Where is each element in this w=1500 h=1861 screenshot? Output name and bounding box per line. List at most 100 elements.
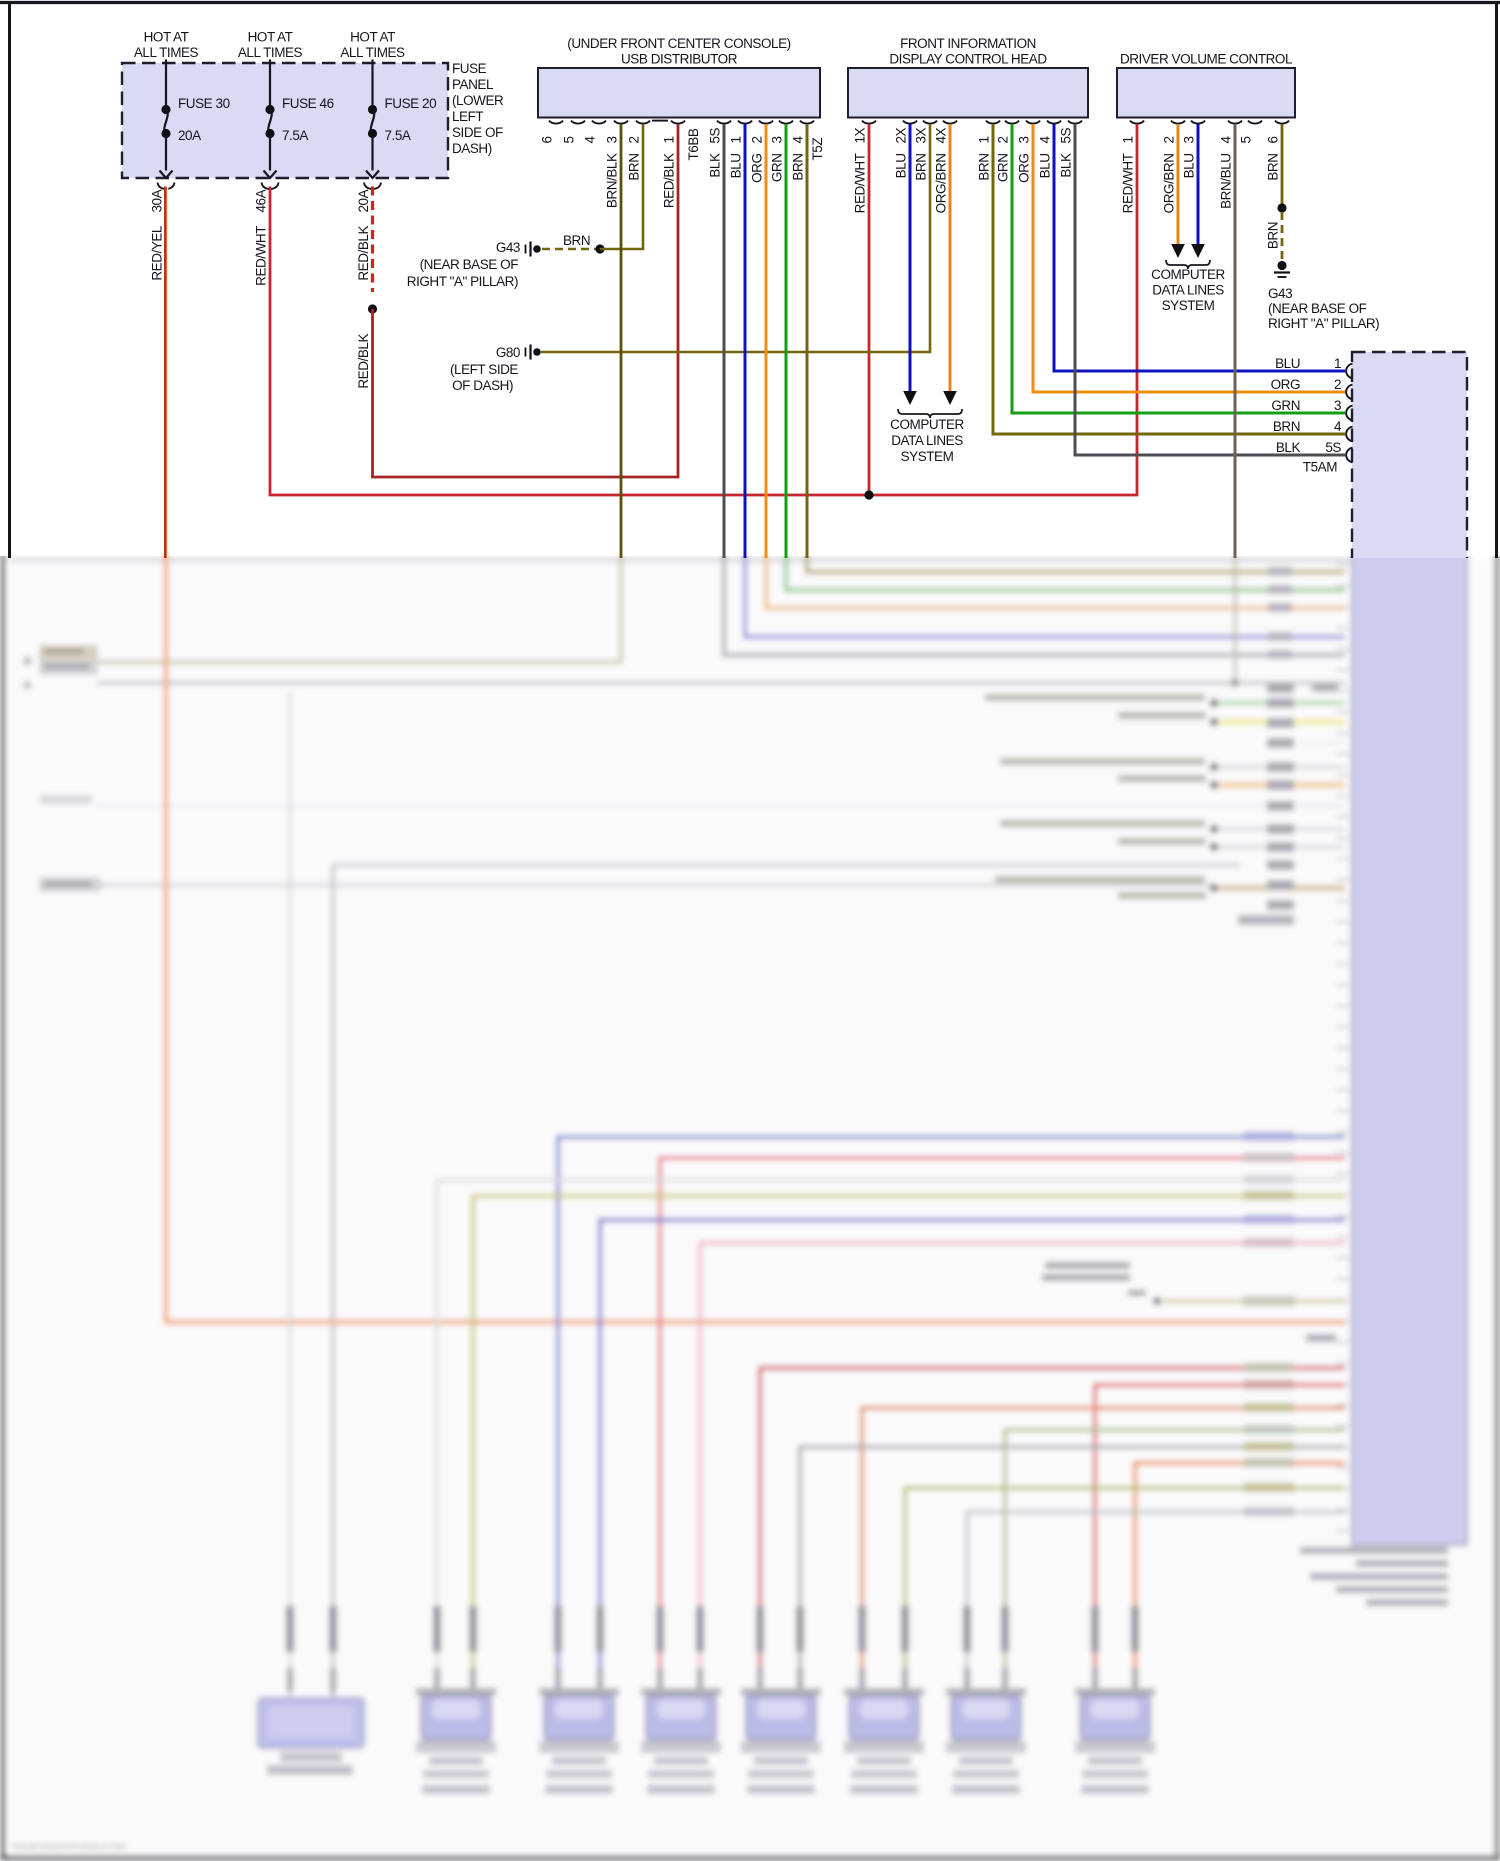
svg-text:G43: G43 bbox=[496, 240, 520, 255]
svg-text:BLU: BLU bbox=[1275, 356, 1300, 371]
svg-text:BLK: BLK bbox=[708, 153, 723, 178]
svg-text:20A: 20A bbox=[178, 128, 201, 143]
svg-text:DISPLAY CONTROL HEAD: DISPLAY CONTROL HEAD bbox=[889, 52, 1047, 67]
svg-text:FUSE 20: FUSE 20 bbox=[385, 96, 437, 111]
svg-text:(NEAR BASE OF: (NEAR BASE OF bbox=[1268, 301, 1367, 316]
svg-text:HOT AT: HOT AT bbox=[350, 30, 395, 45]
svg-text:BRN: BRN bbox=[914, 154, 929, 181]
svg-text:COMPUTER: COMPUTER bbox=[890, 417, 964, 432]
svg-text:1: 1 bbox=[662, 136, 677, 143]
svg-text:DATA LINES: DATA LINES bbox=[891, 433, 963, 448]
svg-text:T5Z: T5Z bbox=[810, 138, 825, 161]
svg-text:RIGHT "A" PILLAR): RIGHT "A" PILLAR) bbox=[407, 274, 518, 289]
svg-text:ORG/BRN: ORG/BRN bbox=[934, 154, 949, 214]
svg-text:ORG: ORG bbox=[1271, 377, 1300, 392]
svg-text:DASH): DASH) bbox=[452, 141, 492, 156]
svg-text:BRN: BRN bbox=[977, 154, 992, 181]
svg-text:RED/WHT: RED/WHT bbox=[1121, 153, 1136, 213]
svg-text:RED/WHT: RED/WHT bbox=[254, 226, 269, 286]
svg-text:HOT AT: HOT AT bbox=[248, 30, 293, 45]
svg-text:G80: G80 bbox=[496, 345, 520, 360]
svg-text:RIGHT "A" PILLAR): RIGHT "A" PILLAR) bbox=[1268, 316, 1379, 331]
svg-text:HOT AT: HOT AT bbox=[144, 30, 189, 45]
svg-text:BLU: BLU bbox=[729, 154, 744, 179]
svg-text:1: 1 bbox=[977, 136, 992, 143]
svg-text:2: 2 bbox=[1334, 377, 1341, 392]
svg-text:6: 6 bbox=[1266, 136, 1281, 143]
svg-text:BLK: BLK bbox=[1276, 440, 1301, 455]
svg-text:FUSE 46: FUSE 46 bbox=[282, 96, 334, 111]
svg-text:SYSTEM: SYSTEM bbox=[901, 449, 954, 464]
svg-text:4: 4 bbox=[791, 136, 806, 144]
svg-text:5: 5 bbox=[1239, 136, 1254, 143]
svg-text:COMPUTER: COMPUTER bbox=[1151, 267, 1225, 282]
svg-text:3: 3 bbox=[1017, 136, 1032, 143]
svg-text:4X: 4X bbox=[934, 127, 949, 143]
svg-text:2X: 2X bbox=[894, 127, 909, 143]
svg-text:7.5A: 7.5A bbox=[282, 128, 308, 143]
svg-text:(LEFT SIDE: (LEFT SIDE bbox=[450, 362, 518, 377]
svg-text:USB DISTRIBUTOR: USB DISTRIBUTOR bbox=[621, 52, 738, 67]
svg-text:3X: 3X bbox=[914, 127, 929, 143]
svg-text:ORG: ORG bbox=[1017, 154, 1032, 183]
svg-text:46A: 46A bbox=[254, 189, 269, 212]
svg-text:BRN: BRN bbox=[1266, 222, 1281, 249]
svg-text:3: 3 bbox=[1334, 398, 1341, 413]
svg-text:1: 1 bbox=[729, 136, 744, 143]
svg-text:SYSTEM: SYSTEM bbox=[1162, 298, 1215, 313]
svg-text:BRN: BRN bbox=[1273, 419, 1300, 434]
svg-text:DRIVER VOLUME CONTROL: DRIVER VOLUME CONTROL bbox=[1120, 52, 1293, 67]
svg-text:5S: 5S bbox=[1325, 440, 1341, 455]
svg-text:2: 2 bbox=[996, 136, 1011, 143]
svg-text:FUSE: FUSE bbox=[452, 61, 487, 76]
svg-text:GRN: GRN bbox=[770, 154, 785, 183]
svg-text:BRN: BRN bbox=[1266, 154, 1281, 181]
svg-text:T5AM: T5AM bbox=[1303, 460, 1337, 475]
svg-text:T6BB: T6BB bbox=[686, 128, 701, 160]
svg-text:2: 2 bbox=[750, 136, 765, 143]
svg-text:RED/YEL: RED/YEL bbox=[150, 225, 165, 281]
svg-text:TROUBLESHOOTMYVEHICLE.COM: TROUBLESHOOTMYVEHICLE.COM bbox=[11, 1842, 125, 1851]
svg-text:DATA LINES: DATA LINES bbox=[1152, 283, 1224, 298]
svg-text:7.5A: 7.5A bbox=[385, 128, 411, 143]
svg-text:BRN/BLK: BRN/BLK bbox=[605, 153, 620, 208]
svg-text:ALL TIMES: ALL TIMES bbox=[238, 45, 303, 60]
svg-text:BLU: BLU bbox=[894, 154, 909, 179]
svg-text:BRN: BRN bbox=[791, 154, 806, 181]
svg-text:5S: 5S bbox=[1059, 127, 1074, 143]
svg-text:2: 2 bbox=[1162, 136, 1177, 143]
svg-text:G43: G43 bbox=[1268, 286, 1292, 301]
svg-text:1: 1 bbox=[1121, 136, 1136, 143]
svg-text:1: 1 bbox=[1334, 356, 1341, 371]
svg-text:ALL TIMES: ALL TIMES bbox=[340, 45, 405, 60]
svg-text:BLU: BLU bbox=[1038, 154, 1053, 179]
svg-text:(NEAR BASE OF: (NEAR BASE OF bbox=[420, 257, 519, 272]
svg-text:4: 4 bbox=[1038, 136, 1053, 144]
svg-text:ALL TIMES: ALL TIMES bbox=[134, 45, 199, 60]
svg-text:30A: 30A bbox=[150, 189, 165, 212]
svg-text:BLK: BLK bbox=[1059, 153, 1074, 178]
svg-text:2: 2 bbox=[627, 136, 642, 143]
svg-text:PANEL: PANEL bbox=[452, 77, 494, 92]
svg-text:BRN: BRN bbox=[627, 154, 642, 181]
svg-text:3: 3 bbox=[1182, 136, 1197, 143]
svg-text:BRN/BLU: BRN/BLU bbox=[1219, 154, 1234, 209]
svg-text:BRN: BRN bbox=[563, 233, 590, 248]
svg-text:(UNDER FRONT CENTER CONSOLE): (UNDER FRONT CENTER CONSOLE) bbox=[567, 36, 790, 51]
svg-text:6: 6 bbox=[540, 136, 555, 143]
svg-text:RED/BLK: RED/BLK bbox=[356, 226, 371, 281]
svg-text:5S: 5S bbox=[708, 127, 723, 143]
svg-text:RED/BLK: RED/BLK bbox=[662, 153, 677, 208]
svg-text:4: 4 bbox=[583, 136, 598, 144]
svg-text:BLU: BLU bbox=[1182, 154, 1197, 179]
svg-text:20A: 20A bbox=[356, 189, 371, 212]
svg-text:FUSE 30: FUSE 30 bbox=[178, 96, 230, 111]
svg-text:ORG/BRN: ORG/BRN bbox=[1162, 154, 1177, 214]
svg-text:4: 4 bbox=[1219, 136, 1234, 144]
svg-text:4: 4 bbox=[1334, 419, 1342, 434]
svg-text:3: 3 bbox=[605, 136, 620, 143]
svg-text:LEFT: LEFT bbox=[452, 109, 483, 124]
svg-text:RED/BLK: RED/BLK bbox=[356, 334, 371, 389]
svg-text:SIDE OF: SIDE OF bbox=[452, 125, 503, 140]
svg-text:(LOWER: (LOWER bbox=[452, 93, 504, 108]
